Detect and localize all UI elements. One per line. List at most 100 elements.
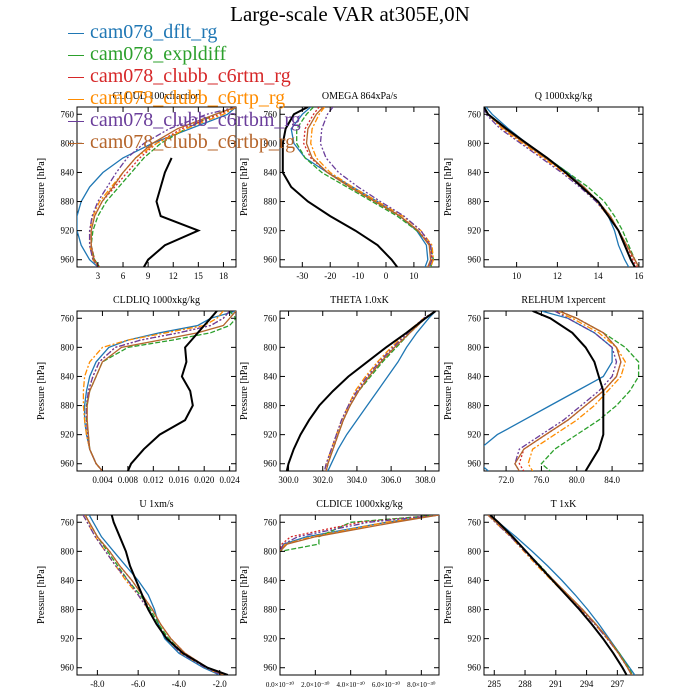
y-axis-label: Pressure [hPa] xyxy=(239,362,250,420)
series-group xyxy=(487,515,636,675)
series-line xyxy=(484,107,640,267)
y-tick-label: 840 xyxy=(61,575,75,585)
panel-1: 760 800 840 880 920 960 3 6 9 12 15 18 CLOUD 100xfra… xyxy=(36,91,237,281)
x-tick-label: 72.0 xyxy=(498,475,514,485)
series-group xyxy=(77,107,236,267)
series-line xyxy=(319,107,433,267)
y-tick-label: 840 xyxy=(264,167,278,177)
x-tick-label: 0.016 xyxy=(169,475,190,485)
series-line xyxy=(280,515,439,553)
series-line xyxy=(323,311,436,471)
y-tick-label: 920 xyxy=(61,226,75,236)
plot-frame xyxy=(279,310,440,472)
y-tick-label: 760 xyxy=(264,313,278,323)
plot-frame xyxy=(76,514,237,676)
series-line xyxy=(305,107,432,267)
y-tick-label: 760 xyxy=(264,517,278,527)
y-tick-label: 840 xyxy=(61,371,75,381)
y-axis-label: Pressure [hPa] xyxy=(443,566,454,624)
panel-6: 760 800 840 880 920 960 72.0 76.0 80.0 84.0 RELHUM… xyxy=(443,295,644,485)
x-tick-label: 84.0 xyxy=(604,475,620,485)
x-tick-label: 0.0×10⁻³⁰ xyxy=(266,681,294,689)
y-tick-label: 760 xyxy=(61,313,75,323)
x-tick-label: -10 xyxy=(352,271,364,281)
x-tick-label: 4.0×10⁻³⁰ xyxy=(337,681,365,689)
y-tick-label: 960 xyxy=(61,459,75,469)
y-tick-label: 960 xyxy=(61,255,75,265)
series-line xyxy=(487,515,633,675)
y-axis-label: Pressure [hPa] xyxy=(36,158,47,216)
legend-swatch xyxy=(68,99,84,100)
x-tick-label: 76.0 xyxy=(534,475,550,485)
plot-frame xyxy=(483,514,644,676)
series-line xyxy=(82,515,222,675)
series-line xyxy=(540,311,640,471)
x-tick-label: -4.0 xyxy=(172,679,187,689)
y-tick-label: 840 xyxy=(264,575,278,585)
x-tick-label: 2.0×10⁻³⁰ xyxy=(301,681,329,689)
plot-frame xyxy=(279,106,440,268)
series-line xyxy=(82,311,224,471)
series-line xyxy=(77,107,236,267)
y-tick-label: 960 xyxy=(61,663,75,673)
y-tick-label: 880 xyxy=(264,401,278,411)
y-tick-label: 880 xyxy=(468,197,482,207)
series-line xyxy=(280,515,439,552)
series-line xyxy=(327,311,437,471)
y-tick-label: 920 xyxy=(468,226,482,236)
panel-9: 760 800 840 880 920 960 285 288 291 294 297 T 1xK Pr… xyxy=(443,499,644,689)
y-tick-label: 920 xyxy=(264,430,278,440)
y-tick-label: 920 xyxy=(264,226,278,236)
y-tick-label: 960 xyxy=(264,663,278,673)
y-tick-label: 760 xyxy=(468,517,482,527)
panel-title: T 1xK xyxy=(551,499,577,510)
x-tick-label: 10 xyxy=(409,271,419,281)
series-group xyxy=(484,107,640,267)
y-tick-label: 800 xyxy=(468,138,482,148)
x-tick-label: -30 xyxy=(296,271,308,281)
legend-swatch xyxy=(68,143,84,144)
obs-line xyxy=(143,157,201,267)
x-tick-label: 285 xyxy=(488,679,502,689)
x-tick-label: 15 xyxy=(194,271,204,281)
panel-title: CLOUD 100xfraction xyxy=(112,91,200,102)
y-tick-label: 800 xyxy=(468,342,482,352)
y-tick-label: 760 xyxy=(61,109,75,119)
y-tick-label: 840 xyxy=(468,575,482,585)
series-line xyxy=(325,311,436,471)
figure-title: Large-scale VAR at305E,0N xyxy=(230,2,470,26)
y-tick-label: 880 xyxy=(468,605,482,615)
series-line xyxy=(280,515,439,552)
series-line xyxy=(84,515,225,675)
series-line xyxy=(280,515,439,552)
series-line xyxy=(86,311,236,471)
x-tick-label: 12 xyxy=(553,271,562,281)
series-line xyxy=(280,515,439,552)
series-line xyxy=(88,515,220,675)
series-group xyxy=(484,311,640,471)
x-tick-label: 300.0 xyxy=(278,475,299,485)
x-tick-label: 16 xyxy=(634,271,644,281)
legend-label: cam078_dflt_rg xyxy=(90,21,218,43)
series-line xyxy=(487,515,633,675)
panel-title: Q 1000xkg/kg xyxy=(535,91,593,102)
series-line xyxy=(280,515,439,552)
legend-label: cam078_clubb_c6rtp_rg xyxy=(90,87,286,109)
series-line xyxy=(487,515,633,675)
y-tick-label: 960 xyxy=(468,663,482,673)
legend-label: cam078_clubb_c6rtbm_rg xyxy=(90,109,301,131)
series-line xyxy=(84,515,225,675)
x-tick-label: -6.0 xyxy=(131,679,146,689)
y-tick-label: 800 xyxy=(61,138,75,148)
x-tick-label: 9 xyxy=(146,271,151,281)
y-axis-label: Pressure [hPa] xyxy=(36,566,47,624)
x-tick-label: 8.0×10⁻³⁰ xyxy=(407,681,435,689)
y-tick-label: 800 xyxy=(61,342,75,352)
x-tick-label: 3 xyxy=(96,271,101,281)
series-line xyxy=(83,311,236,471)
obs-line xyxy=(484,107,636,267)
series-group xyxy=(82,311,236,471)
y-tick-label: 960 xyxy=(264,459,278,469)
